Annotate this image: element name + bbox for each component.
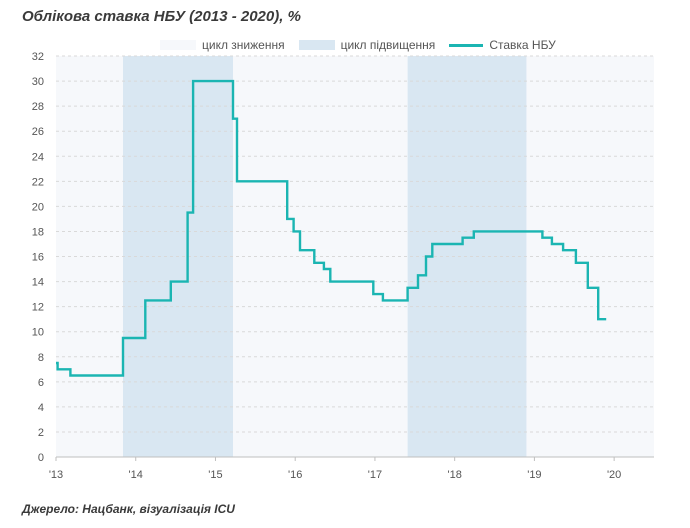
legend-item-tightening[interactable]: цикл підвищення [298,38,436,52]
x-tick-label-2013: '13 [49,469,63,481]
legend-label-tightening: цикл підвищення [340,38,436,52]
series-line-1 [56,79,607,377]
y-tick-label-6: 6 [38,377,44,389]
y-tick-label-4: 4 [38,402,44,414]
y-tick-label-22: 22 [32,176,44,188]
legend-item-rate[interactable]: Ставка НБУ [449,38,556,52]
legend-label-easing: цикл зниження [202,38,285,52]
cycle-bands [56,56,654,457]
y-tick-label-30: 30 [32,76,44,88]
y-tick-label-0: 0 [38,452,44,464]
legend-swatch-tightening [298,40,335,50]
legend-item-easing[interactable]: цикл зниження [160,38,285,52]
y-tick-label-12: 12 [32,302,44,314]
y-tick-label-32: 32 [32,51,44,63]
y-tick-label-10: 10 [32,327,44,339]
x-tick-label-2016: '16 [288,469,302,481]
y-tick-label-18: 18 [32,226,44,238]
grid-lines [56,55,654,433]
y-tick-label-14: 14 [32,277,44,289]
y-tick-label-20: 20 [32,201,44,213]
x-tick-label-2017: '17 [368,469,382,481]
x-tick-label-2018: '18 [447,469,461,481]
rate-series [55,79,607,377]
y-tick-label-16: 16 [32,252,44,264]
x-tick-label-2015: '15 [208,469,222,481]
source-note: Джерело: Нацбанк, візуалізація ICU [22,502,235,516]
chart-title: Облікова ставка НБУ (2013 - 2020), % [22,8,301,25]
legend-label-rate: Ставка НБУ [489,38,556,52]
y-tick-label-24: 24 [32,151,44,163]
legend-swatch-easing [160,40,196,50]
legend: цикл зниження цикл підвищення Ставка НБУ [160,38,570,52]
x-tick-label-2020: '20 [607,469,621,481]
y-tick-label-28: 28 [32,101,44,113]
x-axis: '13 '14 '15 '16 '17 '18 '19 '20 [49,456,654,481]
y-tick-label-2: 2 [38,427,44,439]
legend-swatch-rate [449,43,484,47]
y-tick-label-8: 8 [38,352,44,364]
y-tick-label-26: 26 [32,126,44,138]
x-tick-label-2019: '19 [527,469,541,481]
x-tick-label-2014: '14 [129,469,143,481]
